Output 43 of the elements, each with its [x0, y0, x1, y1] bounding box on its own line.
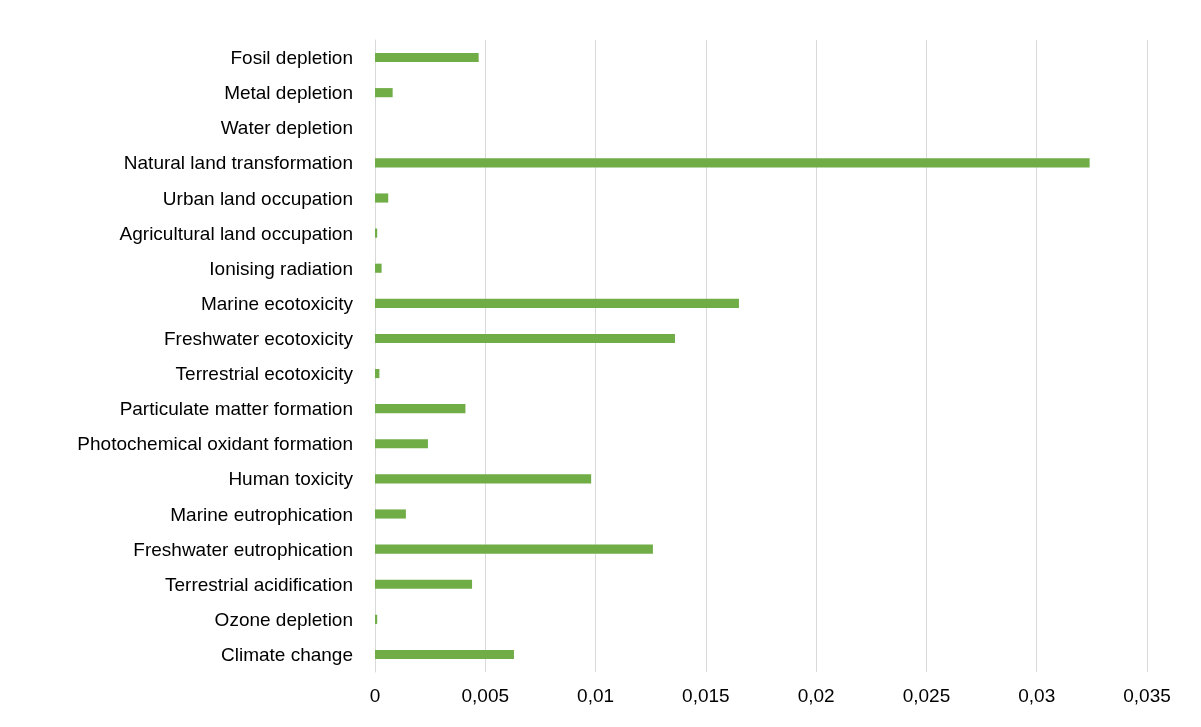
y-tick-label: Agricultural land occupation	[119, 222, 353, 244]
bar	[375, 193, 389, 203]
bar	[375, 614, 378, 624]
bar	[375, 474, 592, 484]
bar	[375, 544, 653, 554]
y-tick-label: Climate change	[220, 643, 353, 665]
x-tick-label: 0,025	[902, 685, 951, 706]
y-tick-label: Urban land occupation	[162, 187, 353, 209]
y-tick-label: Ionising radiation	[209, 257, 353, 279]
x-tick-label: 0,015	[682, 685, 730, 706]
bar	[375, 263, 382, 273]
y-tick-label: Metal depletion	[224, 82, 353, 104]
y-tick-label: Marine ecotoxicity	[200, 292, 354, 314]
y-tick-label: Freshwater eutrophication	[133, 538, 353, 560]
x-tick-label: 0,035	[1123, 685, 1171, 706]
bar	[375, 439, 428, 449]
y-tick-label: Freshwater ecotoxicity	[163, 327, 354, 349]
x-tick-label: 0	[369, 685, 381, 706]
y-tick-label: Photochemical oxidant formation	[77, 433, 353, 455]
y-tick-label: Marine eutrophication	[170, 503, 353, 525]
x-tick-label: 0,02	[797, 685, 835, 706]
bar	[375, 404, 466, 414]
x-tick-label: 0,03	[1018, 685, 1056, 706]
bar	[375, 228, 378, 238]
bar	[375, 649, 514, 660]
bar	[375, 509, 406, 519]
y-tick-label: Particulate matter formation	[119, 398, 353, 420]
x-tick-label: 0,01	[577, 685, 615, 706]
y-tick-label: Terrestrial ecotoxicity	[175, 363, 354, 385]
bar	[375, 333, 675, 344]
y-tick-label: Fosil depletion	[230, 47, 353, 69]
y-tick-label: Human toxicity	[228, 468, 354, 490]
bar	[375, 158, 1090, 168]
bar	[375, 298, 739, 308]
y-tick-label: Terrestrial acidification	[165, 573, 353, 595]
y-tick-label: Natural land transformation	[123, 152, 353, 174]
bar	[375, 368, 380, 379]
y-tick-label: Ozone depletion	[214, 608, 353, 630]
bar	[375, 88, 393, 98]
bar	[375, 52, 479, 63]
y-tick-label: Water depletion	[220, 117, 353, 139]
x-tick-label: 0,005	[461, 685, 510, 706]
bar	[375, 579, 473, 589]
